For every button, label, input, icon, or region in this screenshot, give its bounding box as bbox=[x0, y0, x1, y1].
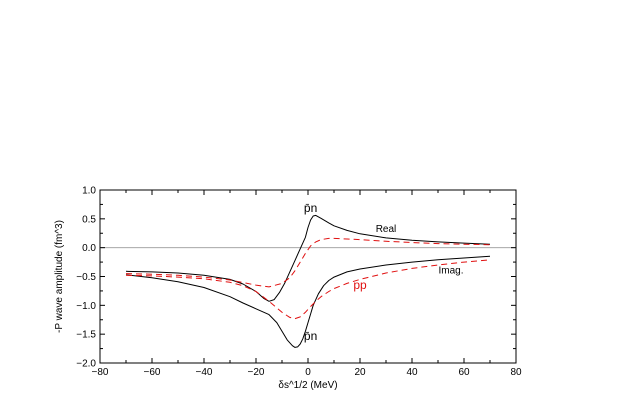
x-tick-label: 80 bbox=[510, 367, 522, 378]
y-tick-label: 0.5 bbox=[82, 214, 96, 225]
x-axis-title: δs^1/2 (MeV) bbox=[278, 380, 337, 391]
curve-label: Real bbox=[376, 224, 397, 235]
x-tick-label: 0 bbox=[305, 367, 311, 378]
y-axis-title: -P wave amplitude (fm^3) bbox=[54, 220, 65, 333]
series-line-pbar-n-imag bbox=[125, 255, 491, 348]
y-tick-label: 1.0 bbox=[82, 186, 96, 197]
x-tick-label: −40 bbox=[196, 367, 213, 378]
x-tick-label: −60 bbox=[144, 367, 161, 378]
y-tick-label: −1.5 bbox=[76, 330, 96, 341]
curve-label: p̄n bbox=[304, 201, 317, 215]
y-tick-label: −1.0 bbox=[76, 301, 96, 312]
series-line-pbar-n-real bbox=[125, 214, 491, 302]
x-tick-label: 60 bbox=[458, 367, 470, 378]
x-axis-ticks: −80 −60 −40 −20 0 20 40 60 80 bbox=[92, 190, 522, 378]
x-tick-label: −20 bbox=[248, 367, 265, 378]
y-tick-label: −0.5 bbox=[76, 272, 96, 283]
x-tick-label: −80 bbox=[92, 367, 109, 378]
series-line-pp-imag bbox=[125, 259, 491, 320]
y-axis-ticks: 1.0 0.5 0.0 −0.5 −1.0 −1.5 −2.0 bbox=[76, 186, 516, 370]
x-tick-label: 40 bbox=[406, 367, 418, 378]
y-tick-label: 0.0 bbox=[82, 243, 96, 254]
y-tick-label: −2.0 bbox=[76, 359, 96, 370]
curve-label: p̄n bbox=[304, 329, 317, 343]
x-tick-label: 20 bbox=[354, 367, 366, 378]
series-group bbox=[125, 214, 491, 348]
annotations: p̄n Real pp Imag. p̄n bbox=[304, 201, 464, 343]
curve-label: pp bbox=[353, 278, 367, 292]
series-line-pp-real bbox=[125, 237, 491, 288]
curve-label: Imag. bbox=[438, 266, 463, 277]
